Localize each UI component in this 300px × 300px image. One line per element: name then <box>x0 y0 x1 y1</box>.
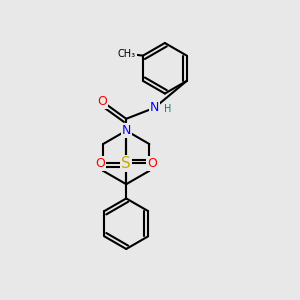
Text: O: O <box>97 95 107 108</box>
Text: O: O <box>147 157 157 170</box>
Text: S: S <box>121 156 131 171</box>
Text: H: H <box>164 104 171 114</box>
Text: CH₃: CH₃ <box>118 49 136 59</box>
Text: N: N <box>122 124 131 137</box>
Text: O: O <box>95 157 105 170</box>
Text: N: N <box>150 101 159 114</box>
